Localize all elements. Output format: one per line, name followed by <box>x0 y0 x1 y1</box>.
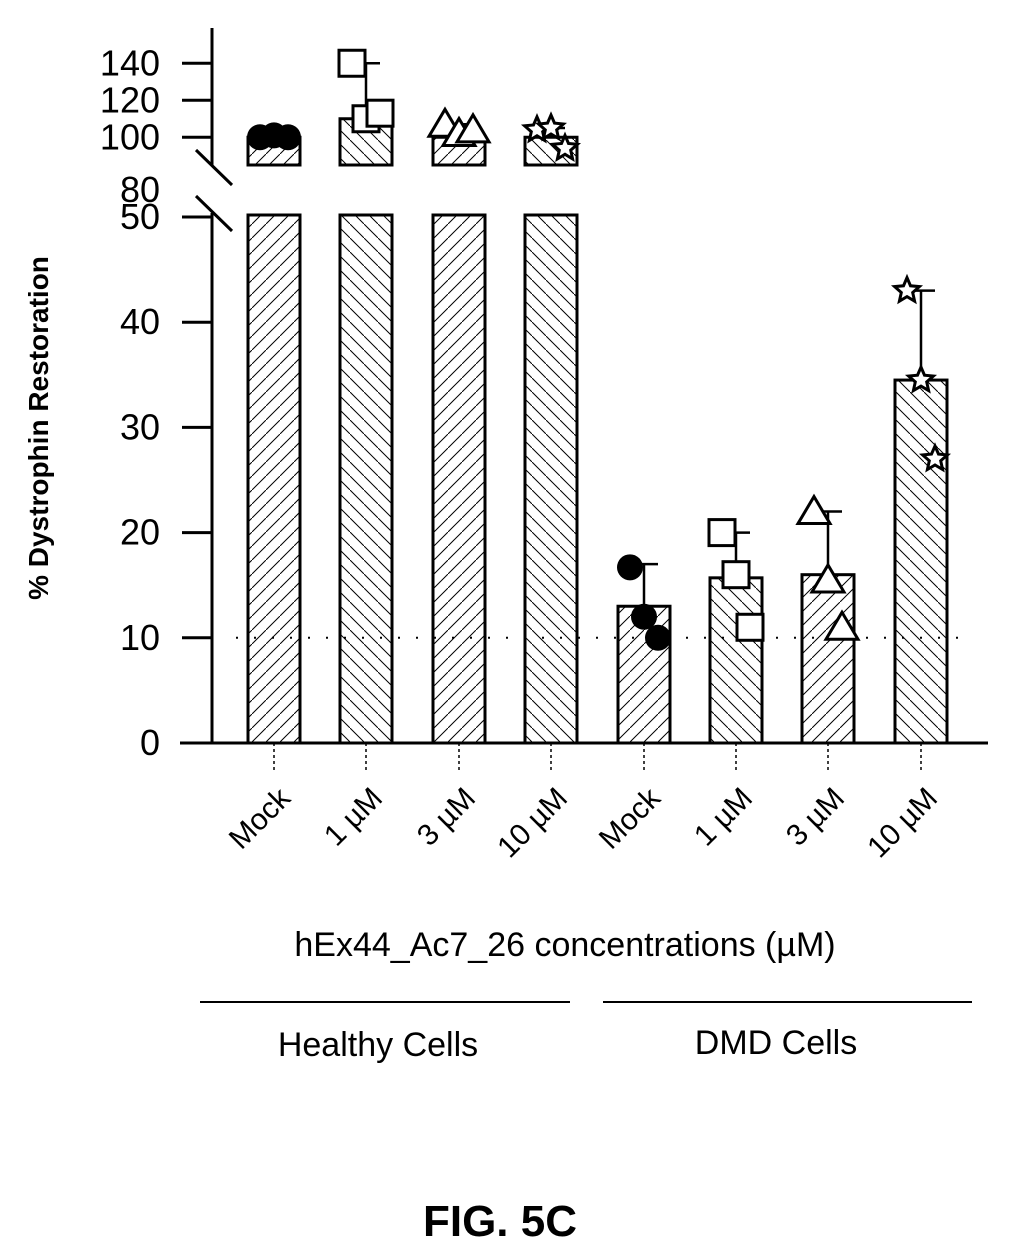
y-tick-label: 100 <box>100 116 160 157</box>
data-point-star <box>904 363 938 394</box>
y-tick-label: 80 <box>120 169 160 210</box>
data-point-square <box>721 560 751 590</box>
y-tick-label: 140 <box>100 42 160 83</box>
axis-break-mark <box>194 194 234 233</box>
x-category-label: Mock <box>593 781 668 856</box>
bar <box>708 576 764 745</box>
data-point-triangle <box>454 111 492 144</box>
data-point-circle <box>645 624 671 651</box>
data-point-square <box>337 48 367 78</box>
figure-label: FIG. 5C <box>423 1197 577 1246</box>
axis-break-mark <box>194 148 234 187</box>
x-category-label: Mock <box>223 781 298 856</box>
y-tick-label: 30 <box>120 406 160 447</box>
data-point-star <box>918 442 952 473</box>
x-axis-title: hEx44_Ac7_26 concentrations (µM) <box>294 926 835 964</box>
y-tick-label: 20 <box>120 512 160 553</box>
data-point-star <box>548 131 582 162</box>
data-point-circle <box>275 124 301 151</box>
bar <box>893 378 949 745</box>
y-tick-label: 50 <box>120 196 160 237</box>
x-category-label: 10 µM <box>491 782 574 865</box>
x-category-label: 1 µM <box>318 782 389 853</box>
group-label-healthy: Healthy Cells <box>278 1026 478 1064</box>
data-point-square <box>735 612 765 642</box>
group-label-dmd: DMD Cells <box>695 1024 857 1062</box>
data-point-circle <box>617 554 643 581</box>
x-category-label: 1 µM <box>688 782 759 853</box>
bar-lower-segment <box>338 213 394 745</box>
data-point-triangle <box>823 609 861 641</box>
bar <box>800 573 856 745</box>
data-point-triangle <box>795 493 833 526</box>
data-point-star <box>535 111 567 142</box>
y-tick-label: 40 <box>120 301 160 342</box>
data-point-star <box>890 273 924 305</box>
y-axis-title: % Dystrophin Restoration <box>23 256 54 600</box>
y-tick-label: 10 <box>120 617 160 658</box>
x-category-label: 3 µM <box>411 782 482 853</box>
x-category-label: 10 µM <box>861 782 944 865</box>
data-point-square <box>365 98 395 128</box>
data-point-triangle <box>809 561 847 594</box>
bar-lower-segment <box>431 213 487 745</box>
data-point-square <box>707 518 737 548</box>
y-tick-label: 0 <box>140 722 160 763</box>
x-category-label: 3 µM <box>780 782 851 853</box>
data-point-circle <box>631 603 657 630</box>
bar-lower-segment <box>246 213 302 745</box>
bar-lower-segment <box>523 213 579 745</box>
y-tick-label: 120 <box>100 79 160 120</box>
